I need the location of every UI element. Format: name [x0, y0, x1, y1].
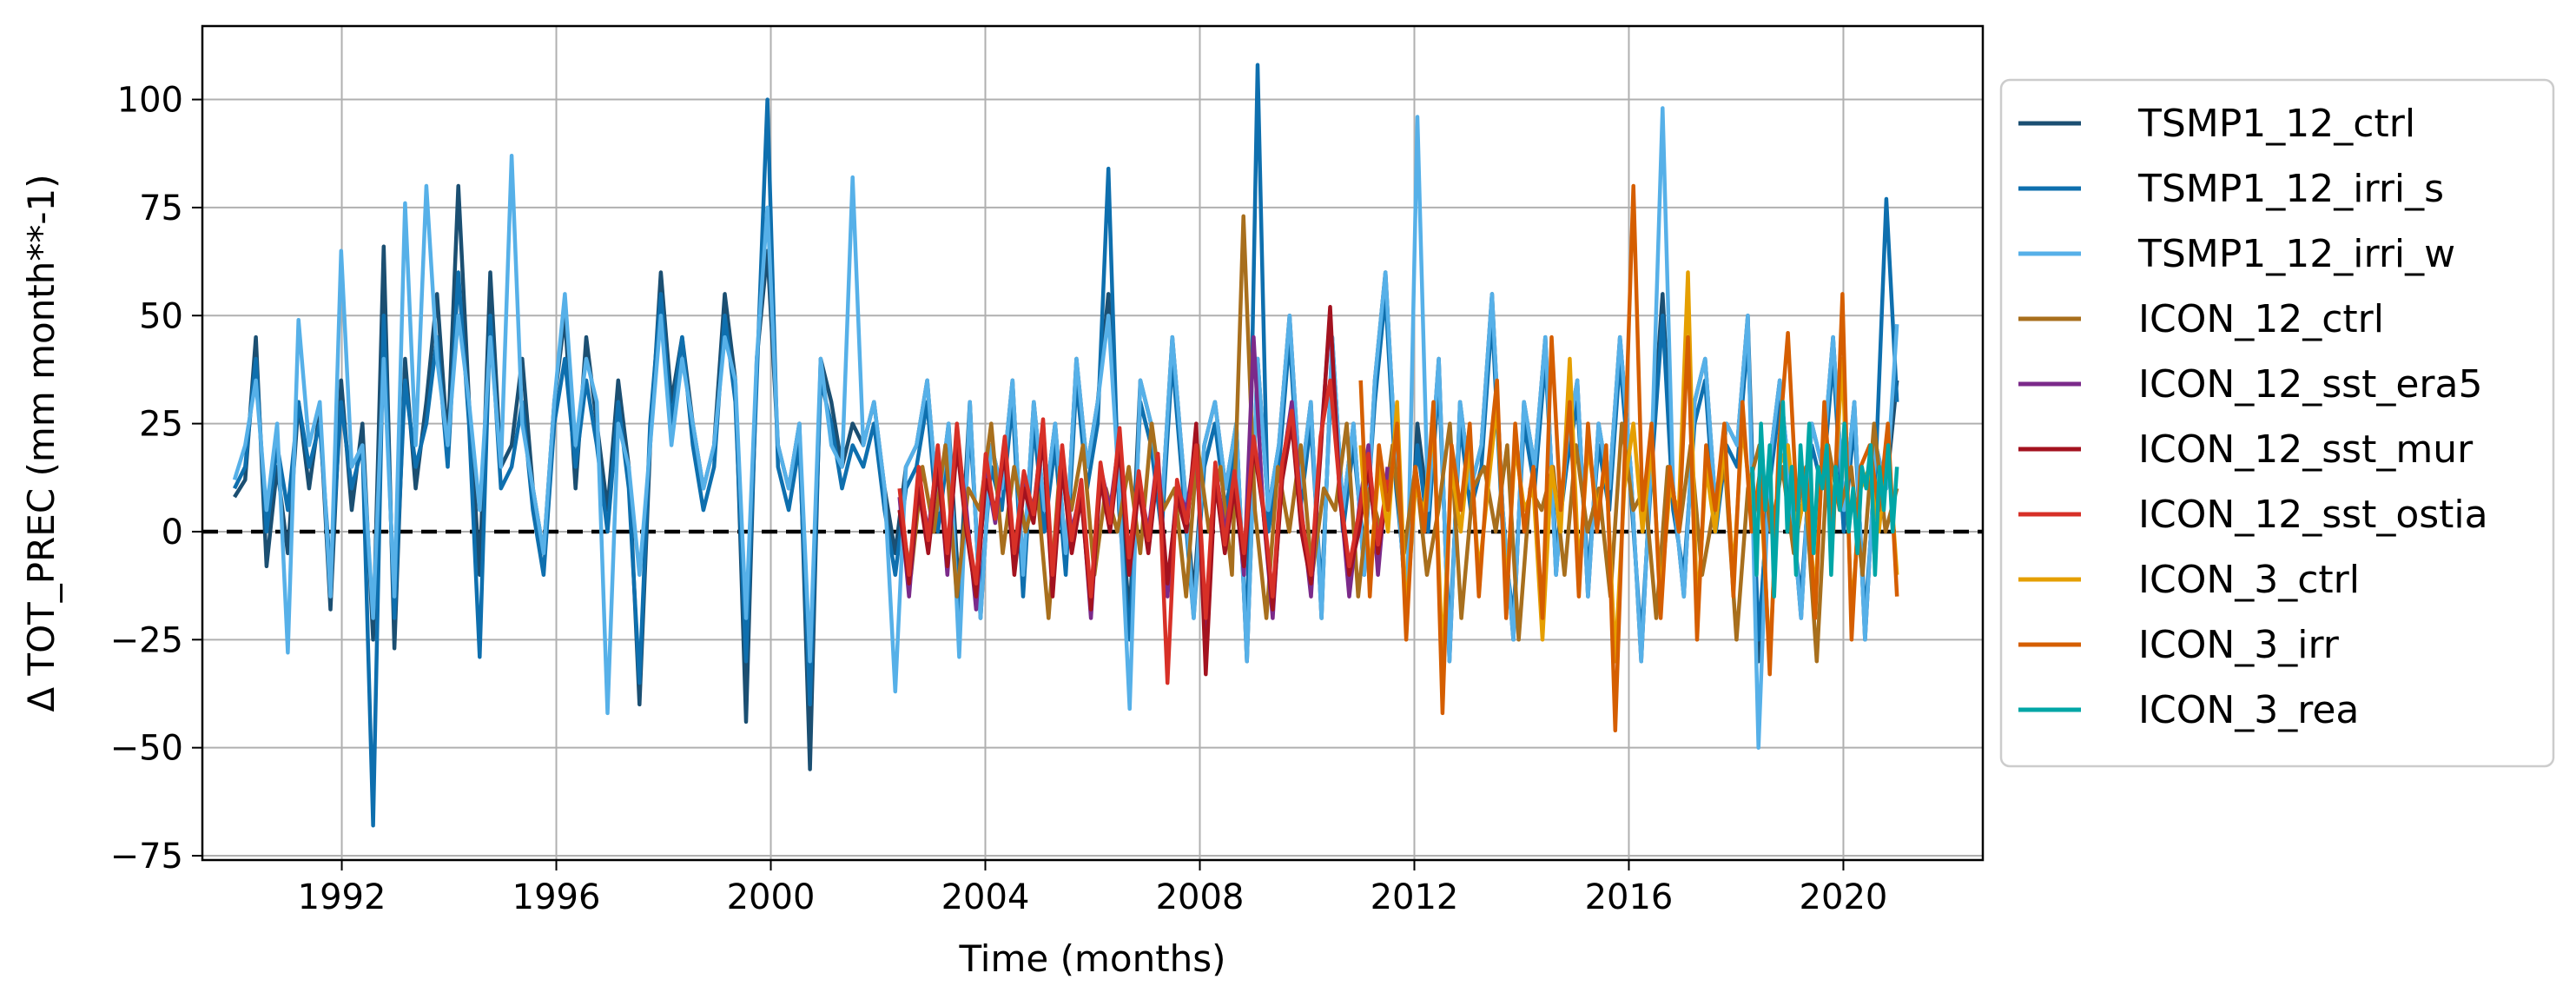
- y-tick-label: −25: [110, 620, 183, 660]
- y-tick-label: 25: [139, 405, 183, 445]
- series-line-icon-3-rea: [1750, 400, 1899, 599]
- legend-entry: ICON_3_irr: [2138, 623, 2340, 667]
- legend: TSMP1_12_ctrl TSMP1_12_irri_s TSMP1_12_irr…: [1999, 78, 2555, 768]
- x-tick-label: 2000: [727, 877, 816, 917]
- legend-entry: ICON_3_ctrl: [2138, 558, 2360, 602]
- y-tick-label: 100: [117, 81, 183, 121]
- y-tick-label: 50: [139, 296, 183, 336]
- y-tick-label: −75: [110, 837, 183, 877]
- x-tick-label: 2008: [1156, 877, 1245, 917]
- y-tick-label: 75: [139, 189, 183, 228]
- legend-box: [1999, 78, 2555, 768]
- y-tick-label: −50: [110, 729, 183, 769]
- x-tick-label: 2012: [1371, 877, 1459, 917]
- y-axis-label: Δ TOT_PREC (mm month**-1): [20, 174, 63, 711]
- legend-entry: ICON_12_sst_era5: [2138, 362, 2482, 407]
- x-tick-label: 2004: [941, 877, 1030, 917]
- legend-entry: ICON_12_ctrl: [2138, 297, 2384, 341]
- x-axis-label: Time (months): [958, 937, 1225, 980]
- x-tick-label: 1996: [512, 877, 601, 917]
- series-line-tsmp1-12-irri-w: [232, 106, 1899, 750]
- tick-layer: 1992 1996 2000 2004 2008 2012 2016 2020 −75 −50 −2…: [110, 81, 1888, 917]
- series-layer: [232, 63, 1899, 828]
- legend-entry: TSMP1_12_irri_s: [2137, 167, 2444, 211]
- plot-frame: [201, 24, 1985, 862]
- legend-entry: ICON_3_rea: [2138, 688, 2359, 732]
- legend-entry: ICON_12_sst_mur: [2138, 427, 2474, 472]
- legend-entry: TSMP1_12_ctrl: [2137, 102, 2415, 146]
- series-line-icon-12-sst-ostia: [897, 378, 1390, 685]
- y-tick-label: 0: [162, 513, 183, 553]
- legend-entry: ICON_12_sst_ostia: [2138, 493, 2488, 537]
- x-tick-label: 2020: [1800, 877, 1888, 917]
- x-tick-label: 2016: [1585, 877, 1674, 917]
- legend-entry: TSMP1_12_irri_w: [2137, 232, 2455, 276]
- x-tick-label: 1992: [298, 877, 386, 917]
